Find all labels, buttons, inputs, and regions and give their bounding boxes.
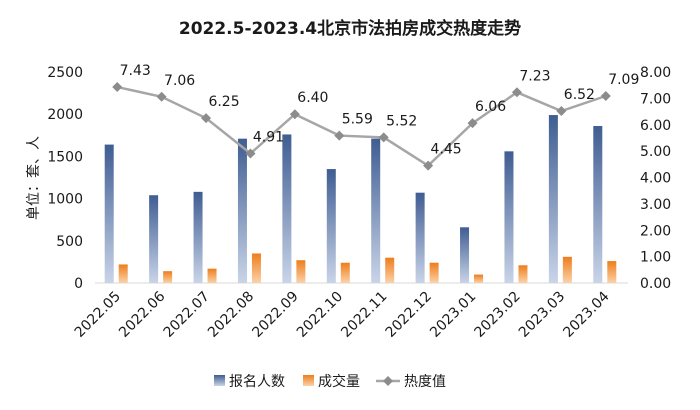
bar-transactions <box>429 262 439 283</box>
legend-swatch-heat-marker <box>383 376 393 386</box>
heat-point <box>556 106 567 117</box>
y2-tick-label: 2.00 <box>640 223 671 239</box>
heat-data-label: 6.06 <box>475 99 506 115</box>
y-tick-label: 2000 <box>47 107 83 123</box>
x-tick-label: 2022.09 <box>249 289 301 341</box>
y-tick-label: 500 <box>56 234 83 250</box>
bar-registrants <box>460 227 470 283</box>
y2-tick-label: 8.00 <box>640 65 671 81</box>
bar-transactions <box>251 253 261 283</box>
heat-data-label: 5.52 <box>386 113 417 129</box>
heat-point <box>112 82 123 93</box>
y2-tick-label: 3.00 <box>640 197 671 213</box>
x-tick-label: 2023.03 <box>516 289 568 341</box>
y2-tick-label: 5.00 <box>640 144 671 160</box>
legend-label: 报名人数 <box>229 374 285 390</box>
legend-label: 热度值 <box>404 374 446 390</box>
bar-registrants <box>415 192 425 283</box>
heat-data-label: 4.45 <box>431 142 462 158</box>
heat-point <box>467 118 478 129</box>
bar-registrants <box>237 138 247 283</box>
heat-point <box>289 109 300 120</box>
heat-point <box>600 91 611 102</box>
x-tick-label: 2023.01 <box>427 289 479 341</box>
y-tick-label: 1000 <box>47 192 83 208</box>
x-tick-label: 2022.05 <box>72 289 124 341</box>
heat-point <box>334 130 345 141</box>
heat-data-label: 7.23 <box>519 68 550 84</box>
heat-data-label: 4.91 <box>253 129 284 145</box>
bar-transactions <box>118 264 128 283</box>
x-tick-label: 2023.04 <box>560 288 612 340</box>
heat-point <box>378 132 389 143</box>
bar-registrants <box>149 195 159 283</box>
x-tick-label: 2022.12 <box>383 289 435 341</box>
y-tick-label: 0 <box>74 276 83 292</box>
y2-tick-label: 1.00 <box>640 250 671 266</box>
y2-tick-label: 0.00 <box>640 276 671 292</box>
bar-transactions <box>296 260 306 283</box>
bar-transactions <box>163 271 173 283</box>
bar-registrants <box>548 115 558 283</box>
y-axis-label: 单位：套、人 <box>26 136 42 220</box>
bar-registrants <box>104 144 114 283</box>
bar-registrants <box>193 191 203 283</box>
plot-area: 0 500 1000 1500 2000 2500 0.00 1.00 2.00 3.00 4.00… <box>47 63 671 341</box>
legend-swatch-transactions <box>303 375 314 386</box>
heat-data-label: 5.59 <box>342 112 373 128</box>
x-tick-label: 2022.10 <box>294 289 346 341</box>
heat-line <box>116 85 607 168</box>
bar-transactions <box>474 274 484 283</box>
heat-point <box>423 160 434 171</box>
legend: 报名人数 成交量 热度值 <box>214 373 446 390</box>
bar-transactions <box>207 268 217 283</box>
chart-title: 2022.5-2023.4北京市法拍房成交热度走势 <box>179 18 521 39</box>
bar-transactions <box>518 265 528 283</box>
heat-data-label: 6.40 <box>297 90 328 106</box>
x-tick-label: 2022.08 <box>205 289 257 341</box>
bar-registrants <box>282 134 292 283</box>
legend-swatch-registrants <box>214 375 225 386</box>
heat-data-label: 6.25 <box>208 94 239 110</box>
heat-point <box>511 87 522 98</box>
bar-transactions <box>385 257 395 283</box>
y2-tick-label: 6.00 <box>640 118 671 134</box>
heat-data-label: 7.43 <box>120 63 151 79</box>
bar-registrants <box>371 138 381 283</box>
heat-point <box>156 91 167 102</box>
x-tick-label: 2022.11 <box>338 289 390 341</box>
bar-registrants <box>593 126 603 284</box>
bar-transactions <box>562 256 572 283</box>
x-tick-label: 2022.06 <box>116 288 168 340</box>
heat-point <box>245 148 256 159</box>
heat-data-label: 7.09 <box>608 72 639 88</box>
heat-point <box>201 113 212 124</box>
bar-transactions <box>340 262 350 283</box>
x-tick-label: 2023.02 <box>472 289 524 341</box>
y2-tick-label: 7.00 <box>640 91 671 107</box>
y-tick-label: 2500 <box>47 65 83 81</box>
legend-label: 成交量 <box>318 373 360 390</box>
bar-transactions <box>607 261 617 283</box>
bar-registrants <box>504 151 514 283</box>
heat-data-label: 6.52 <box>564 87 595 103</box>
y2-tick-label: 4.00 <box>640 171 671 187</box>
heat-data-label: 7.06 <box>164 73 195 89</box>
bar-registrants <box>326 169 336 283</box>
y-tick-label: 1500 <box>47 149 83 165</box>
x-tick-label: 2022.07 <box>161 289 213 341</box>
